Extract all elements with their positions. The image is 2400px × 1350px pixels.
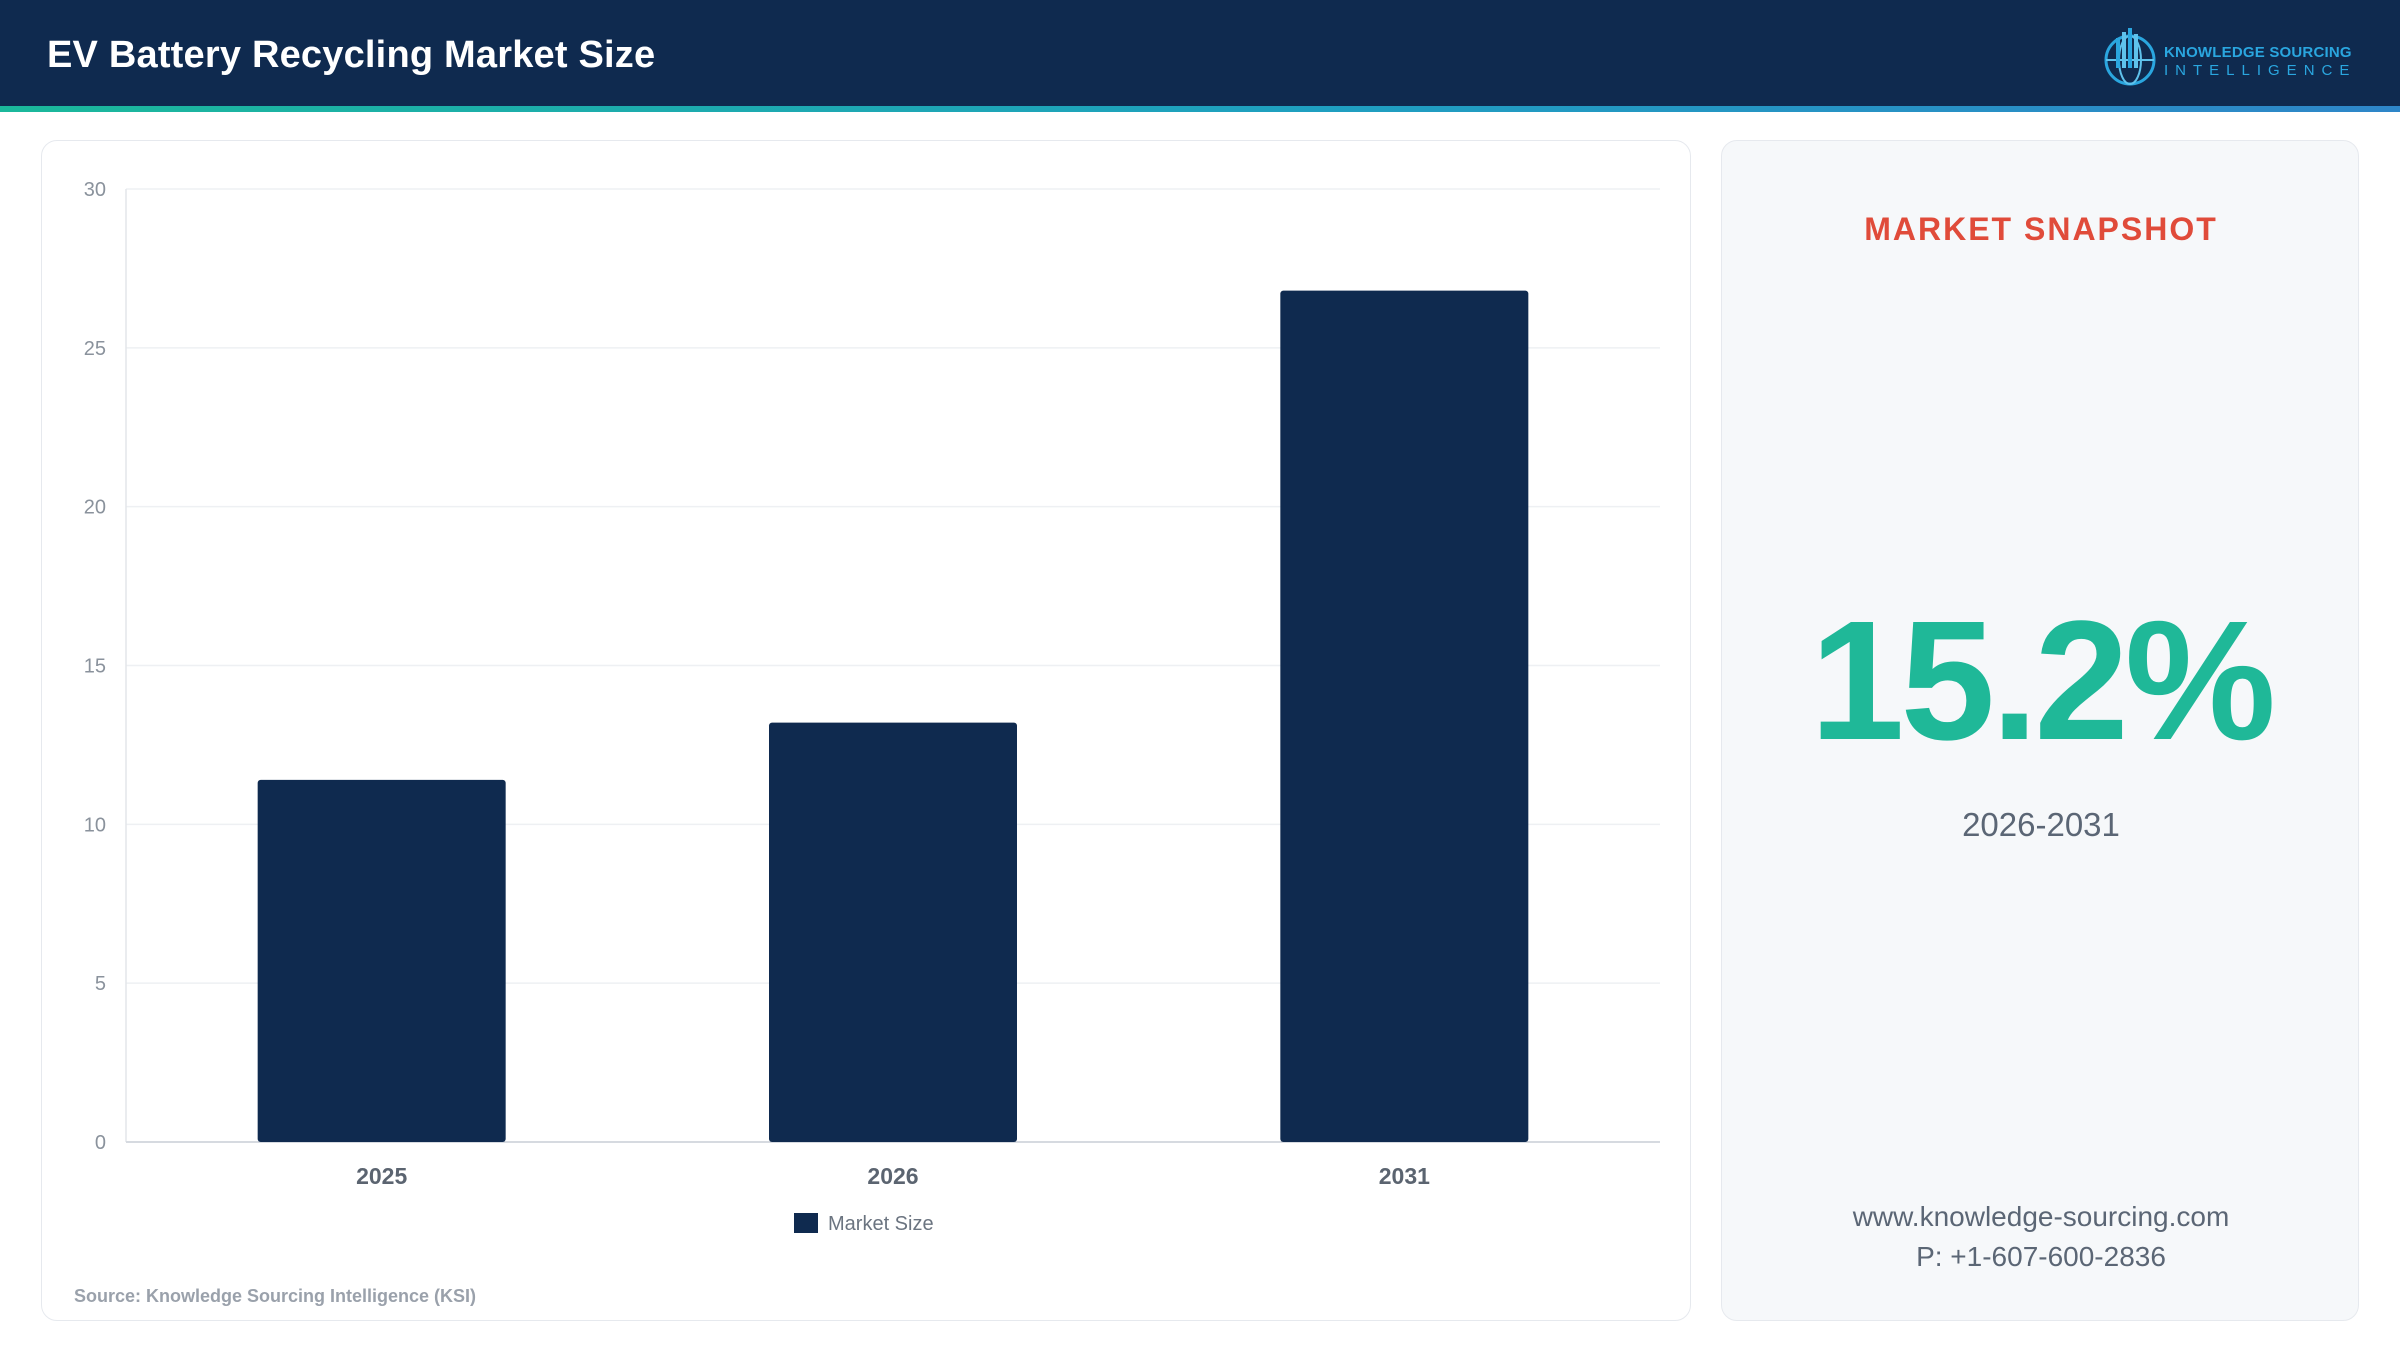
phone-number: P: +1-607-600-2836 (1916, 1241, 2166, 1272)
bar-2031 (1280, 290, 1529, 1142)
y-tick-label: 30 (84, 179, 106, 201)
cagr-value: 15.2% (1809, 586, 2276, 776)
bar-2025 (257, 779, 506, 1142)
chart-card: 0 5 10 15 20 25 30 2025 2026 2031 Market Size Sour… (41, 140, 1691, 1321)
logo-text-primary: KNOWLEDGE SOURCING (2164, 44, 2352, 61)
y-tick-label: 15 (84, 656, 106, 678)
logo-text-secondary: INTELLIGENCE (2164, 62, 2357, 79)
x-tick-label: 2026 (867, 1163, 918, 1189)
globe-logo-icon (2104, 28, 2156, 86)
y-tick-label: 0 (95, 1132, 106, 1154)
header-accent-stripe (0, 106, 2400, 112)
y-tick-label: 10 (84, 814, 106, 836)
website-link[interactable]: www.knowledge-sourcing.com (1852, 1201, 2230, 1232)
y-tick-label: 5 (95, 973, 106, 995)
company-logo: KNOWLEDGE SOURCING INTELLIGENCE (2104, 24, 2364, 88)
legend-label: Market Size (828, 1213, 934, 1235)
x-tick-label: 2025 (356, 1163, 407, 1189)
y-tick-label: 25 (84, 338, 106, 360)
cagr-period: 2026-2031 (1962, 806, 2120, 843)
market-snapshot-card: MARKET SNAPSHOT 15.2% 2026-2031 www.know… (1721, 140, 2359, 1321)
page-title: EV Battery Recycling Market Size (47, 34, 656, 76)
bar-2026 (769, 722, 1017, 1142)
legend-swatch (794, 1213, 818, 1233)
snapshot-title: MARKET SNAPSHOT (1864, 211, 2218, 247)
header-bar: EV Battery Recycling Market Size KNOWLED… (0, 0, 2400, 106)
source-note: Source: Knowledge Sourcing Intelligence … (74, 1286, 477, 1306)
x-tick-label: 2031 (1379, 1163, 1430, 1189)
y-tick-label: 20 (84, 497, 106, 519)
